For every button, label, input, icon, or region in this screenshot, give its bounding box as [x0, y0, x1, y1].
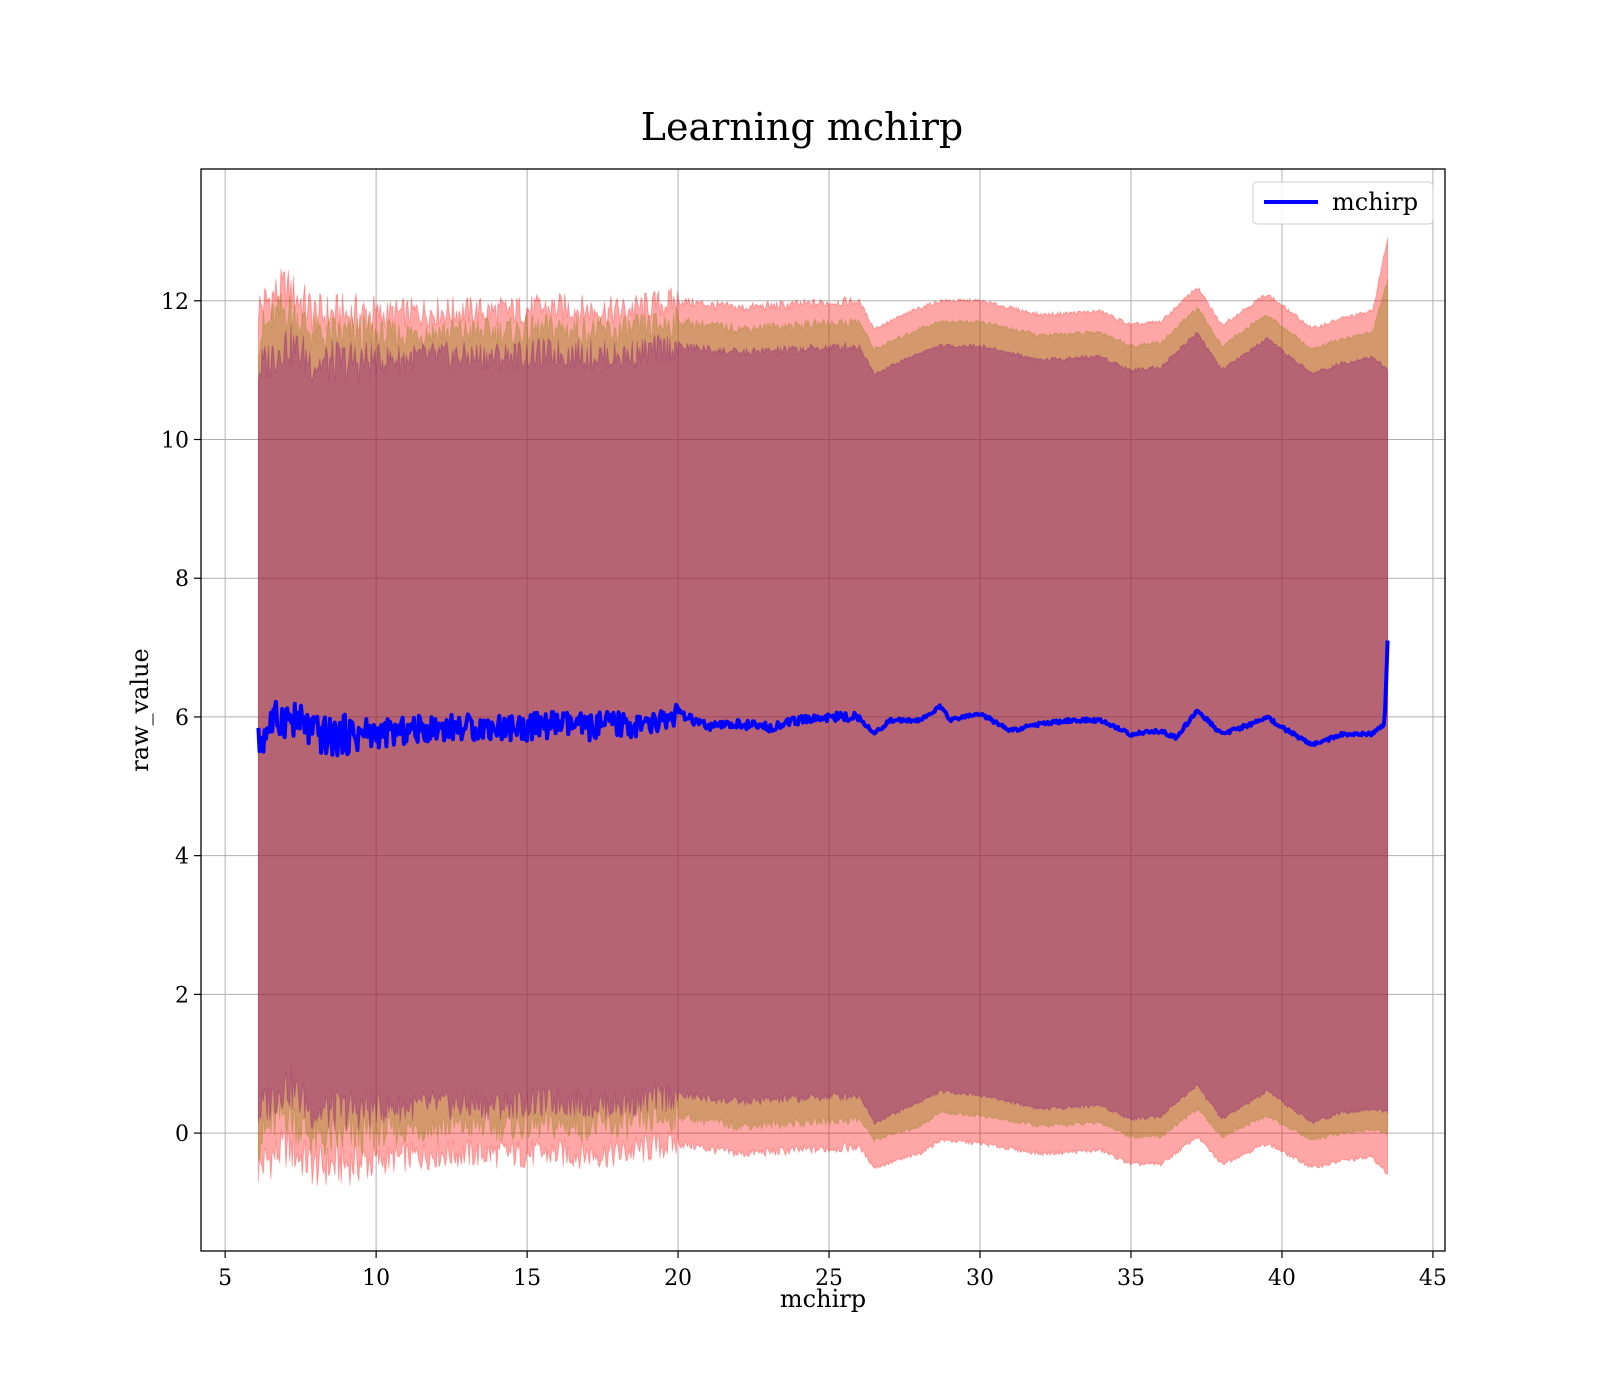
plot-frame	[200, 168, 1446, 1252]
x-tick-label: 30	[966, 1266, 994, 1291]
x-tick-label: 15	[513, 1266, 541, 1291]
y-tick-label: 2	[175, 983, 189, 1008]
x-tick-label: 10	[362, 1266, 390, 1291]
y-tick-label: 0	[175, 1122, 189, 1147]
chart-title: Learning mchirp	[641, 105, 963, 149]
legend-label: mchirp	[1332, 188, 1418, 216]
x-axis-label: mchirp	[780, 1285, 866, 1313]
y-tick-label: 6	[175, 706, 189, 731]
y-tick-label: 12	[161, 290, 189, 315]
legend: mchirp	[1252, 181, 1434, 225]
x-tick-label: 40	[1268, 1266, 1296, 1291]
x-tick-label: 5	[218, 1266, 232, 1291]
y-tick-label: 10	[161, 429, 189, 454]
y-tick-label: 8	[175, 567, 189, 592]
y-tick-label: 4	[175, 845, 189, 870]
data-lines	[256, 640, 1390, 758]
x-tick-label: 25	[815, 1266, 843, 1291]
confidence-band	[257, 237, 1389, 1186]
legend-box	[1252, 181, 1434, 225]
x-axis-ticks: 5 10 15 20 25 30 35 40 45	[218, 1251, 1447, 1291]
y-axis-label: raw_value	[126, 648, 154, 772]
x-tick-label: 35	[1117, 1266, 1145, 1291]
x-tick-label: 45	[1419, 1266, 1447, 1291]
y-axis-ticks: 0 2 4 6 8 10 12	[161, 290, 201, 1147]
series-line	[256, 640, 1390, 758]
confidence-band	[257, 324, 1389, 1132]
x-tick-label: 20	[664, 1266, 692, 1291]
confidence-bands	[257, 237, 1389, 1186]
